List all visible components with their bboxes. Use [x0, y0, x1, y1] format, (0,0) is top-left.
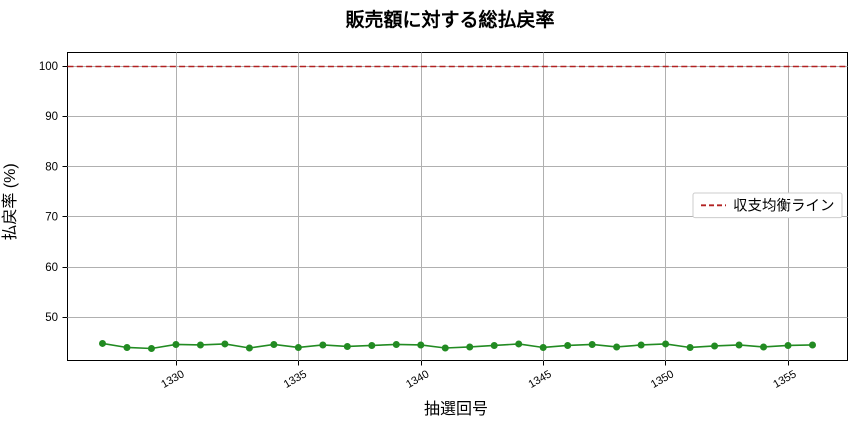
svg-text:80: 80: [45, 161, 58, 173]
svg-text:収支均衡ライン: 収支均衡ライン: [733, 197, 835, 214]
svg-text:70: 70: [45, 212, 58, 224]
svg-text:100: 100: [39, 61, 58, 73]
svg-text:抽選回号: 抽選回号: [424, 400, 488, 418]
svg-text:60: 60: [45, 262, 58, 274]
svg-text:販売額に対する総払戻率: 販売額に対する総払戻率: [345, 8, 554, 31]
svg-text:50: 50: [45, 312, 58, 324]
svg-text:払戻率 (%): 払戻率 (%): [1, 163, 19, 240]
svg-text:90: 90: [45, 111, 58, 123]
